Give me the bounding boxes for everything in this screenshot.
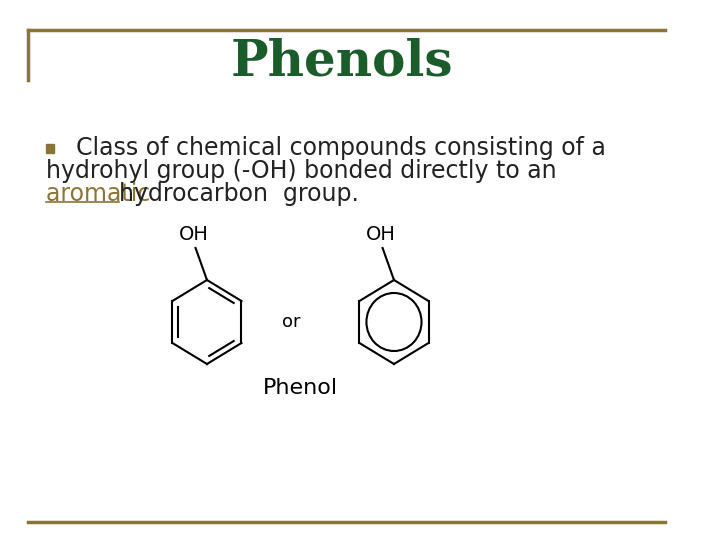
FancyBboxPatch shape (45, 144, 54, 152)
Text: hydrohyl group (-OH) bonded directly to an: hydrohyl group (-OH) bonded directly to … (45, 159, 556, 183)
Text: Class of chemical compounds consisting of a: Class of chemical compounds consisting o… (60, 136, 606, 160)
Text: OH: OH (179, 226, 209, 245)
Text: Phenols: Phenols (230, 37, 453, 86)
Text: Phenol: Phenol (262, 378, 338, 398)
Text: OH: OH (366, 226, 395, 245)
Text: hydrocarbon  group.: hydrocarbon group. (119, 182, 359, 206)
Text: aromatic: aromatic (45, 182, 158, 206)
Text: or: or (282, 313, 301, 331)
